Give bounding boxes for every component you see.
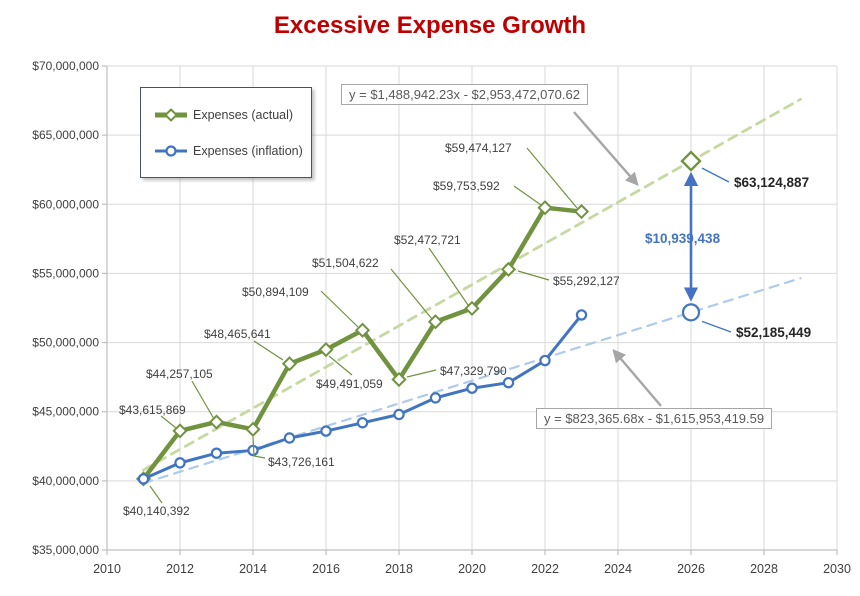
- inflation-marker: [429, 392, 442, 404]
- data-label: $43,726,161: [268, 455, 335, 469]
- actual-marker: [464, 300, 480, 316]
- legend-label-actual: Expenses (actual): [193, 107, 294, 122]
- x-tick-label: 2022: [531, 562, 559, 576]
- projected-inflation-label: $52,185,449: [736, 325, 811, 340]
- actual-marker: [573, 203, 590, 220]
- inflation-marker: [466, 382, 478, 394]
- legend-item-actual: Expenses (actual): [153, 108, 311, 122]
- actual-marker: [354, 322, 371, 338]
- actual-marker: [245, 421, 261, 437]
- projected-actual-label: $63,124,887: [734, 175, 809, 190]
- x-tick-label: 2028: [750, 562, 778, 576]
- data-label: $52,472,721: [394, 233, 461, 247]
- difference-label: $10,939,438: [645, 231, 721, 246]
- data-label: $44,257,105: [146, 367, 213, 381]
- actual-marker: [281, 356, 298, 372]
- data-label: $40,140,392: [123, 504, 190, 518]
- data-label: $59,753,592: [433, 179, 500, 193]
- data-label-leader: [513, 185, 542, 206]
- inflation-marker: [137, 473, 150, 485]
- y-tick-label: $65,000,000: [32, 128, 99, 142]
- y-tick-label: $55,000,000: [32, 266, 99, 280]
- projection-label-leader: [701, 320, 732, 333]
- inflation-equation-arrow: [612, 348, 662, 407]
- inflation-marker: [502, 376, 515, 389]
- y-tick-label: $70,000,000: [32, 59, 99, 73]
- x-tick-label: 2026: [677, 562, 705, 576]
- data-label: $49,491,059: [316, 377, 383, 391]
- inflation-marker: [210, 447, 223, 459]
- data-label-leader: [428, 247, 469, 306]
- data-label-leader: [406, 369, 437, 378]
- data-label: $55,292,127: [553, 274, 620, 288]
- x-tick-label: 2016: [312, 562, 340, 576]
- actual-marker: [172, 423, 188, 439]
- projection-label-leader: [701, 167, 730, 183]
- actual-trendline-equation: y = $1,488,942.23x - $2,953,472,070.62: [341, 84, 588, 105]
- actual-series-icon: [155, 107, 187, 122]
- x-tick-label: 2012: [166, 562, 194, 576]
- x-tick-label: 2010: [93, 562, 121, 576]
- data-label-leader: [253, 340, 284, 361]
- inflation-marker: [539, 354, 551, 367]
- y-tick-label: $45,000,000: [32, 405, 99, 419]
- inflation-marker: [575, 309, 588, 321]
- data-label-leader: [390, 268, 433, 320]
- data-label-leader: [191, 380, 215, 420]
- data-label: $50,894,109: [242, 285, 309, 299]
- actual-marker: [318, 341, 334, 358]
- data-label-leader: [149, 485, 163, 504]
- data-label: $43,615,869: [119, 403, 186, 417]
- actual-marker: [391, 371, 407, 388]
- legend: Expenses (actual) Expenses (inflation): [140, 87, 312, 178]
- x-tick-label: 2030: [823, 562, 851, 576]
- data-label: $48,465,641: [204, 327, 271, 341]
- data-label-leader: [517, 270, 550, 281]
- data-label-leader: [252, 436, 266, 459]
- inflation-marker: [393, 408, 405, 421]
- x-tick-label: 2020: [458, 562, 486, 576]
- y-tick-label: $60,000,000: [32, 197, 99, 211]
- projected-actual-marker: [680, 150, 702, 172]
- x-tick-label: 2018: [385, 562, 413, 576]
- legend-item-inflation: Expenses (inflation): [153, 144, 311, 158]
- data-label-leader: [526, 147, 578, 209]
- inflation-marker: [283, 432, 296, 444]
- actual-marker: [208, 414, 225, 430]
- x-tick-label: 2014: [239, 562, 267, 576]
- actual-marker: [500, 261, 517, 278]
- inflation-marker: [174, 457, 186, 469]
- data-label: $59,474,127: [445, 141, 512, 155]
- y-tick-label: $35,000,000: [32, 543, 99, 557]
- data-label: $47,329,790: [440, 364, 507, 378]
- data-label-leader: [160, 415, 177, 429]
- y-tick-label: $50,000,000: [32, 336, 99, 350]
- data-label-leader: [328, 355, 353, 376]
- data-label: $51,504,622: [312, 256, 379, 270]
- inflation-trendline-equation: y = $823,365.68x - $1,615,953,419.59: [536, 408, 773, 429]
- x-tick-label: 2024: [604, 562, 632, 576]
- inflation-marker: [320, 425, 332, 437]
- projected-inflation-marker: [681, 303, 701, 322]
- legend-label-inflation: Expenses (inflation): [193, 143, 303, 158]
- chart-title: Excessive Expense Growth: [273, 12, 587, 39]
- actual-marker: [537, 200, 553, 216]
- y-tick-label: $40,000,000: [32, 474, 99, 488]
- actual-equation-arrow: [573, 111, 639, 186]
- actual-series-line: [141, 205, 584, 482]
- data-label-leader: [320, 290, 359, 328]
- inflation-marker: [356, 417, 369, 429]
- inflation-series-icon: [155, 144, 187, 157]
